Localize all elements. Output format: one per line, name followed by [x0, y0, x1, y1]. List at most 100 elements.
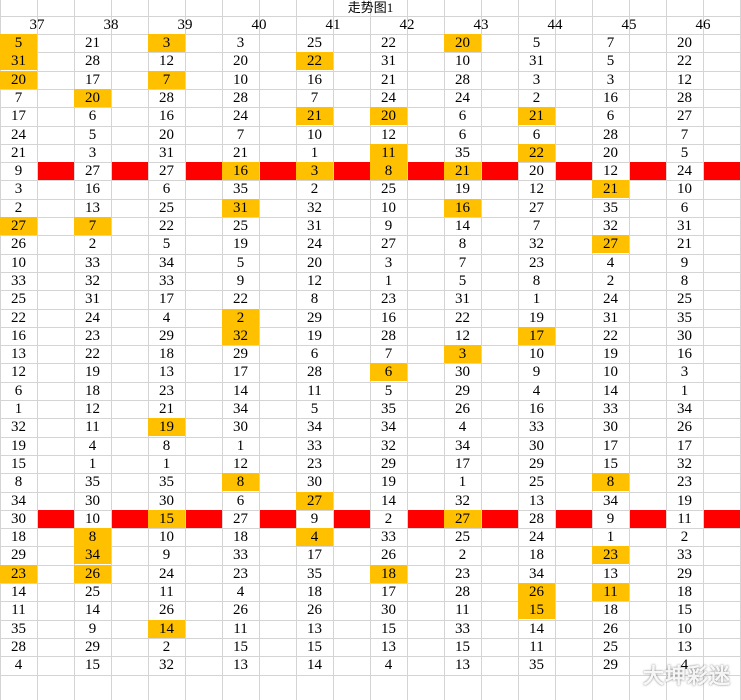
- number-cell: 17: [307, 547, 322, 564]
- number-cell: 35: [603, 199, 618, 216]
- number-cell: 18: [529, 547, 544, 564]
- number-cell: 13: [529, 492, 544, 509]
- grid-line-vertical: [37, 0, 38, 700]
- number-cell: 25: [603, 638, 618, 655]
- highlighted-number-cell: 7: [148, 70, 185, 89]
- number-cell: 9: [384, 218, 393, 234]
- number-cell: 15: [85, 657, 100, 674]
- number-cell: 15: [455, 638, 470, 655]
- highlighted-number-cell: 2: [222, 308, 259, 327]
- number-cell: 28: [677, 89, 692, 106]
- number-cell: 34: [159, 254, 174, 271]
- column-header: 39: [177, 17, 193, 33]
- number-cell: 19: [307, 327, 322, 344]
- number-cell: 30: [85, 492, 100, 509]
- separator-marker: [38, 162, 74, 181]
- number-cell: 34: [307, 419, 322, 436]
- number-cell: 13: [307, 620, 322, 637]
- number-cell: 6: [458, 108, 467, 125]
- highlighted-number-cell: 15: [518, 601, 555, 620]
- number-cell: 9: [162, 547, 171, 564]
- highlighted-number-cell: 3: [444, 345, 481, 364]
- highlighted-number-cell: 16: [222, 162, 259, 181]
- number-cell: 29: [529, 455, 544, 472]
- number-cell: 15: [603, 455, 618, 472]
- number-cell: 1: [384, 272, 393, 289]
- separator-marker: [334, 509, 370, 528]
- number-cell: 28: [603, 126, 618, 143]
- number-cell: 5: [680, 144, 689, 161]
- number-cell: 34: [603, 492, 618, 509]
- number-cell: 33: [85, 254, 100, 271]
- number-cell: 11: [11, 602, 26, 619]
- grid-line-vertical: [259, 0, 260, 700]
- number-cell: 24: [159, 565, 174, 582]
- number-cell: 20: [159, 126, 174, 143]
- number-cell: 1: [458, 474, 467, 491]
- separator-marker: [556, 162, 592, 181]
- number-cell: 30: [603, 419, 618, 436]
- number-cell: 6: [310, 346, 319, 363]
- number-cell: 23: [381, 291, 396, 308]
- number-cell: 24: [381, 89, 396, 106]
- number-cell: 24: [233, 108, 248, 125]
- grid-line-vertical: [370, 0, 371, 700]
- number-cell: 3: [384, 254, 393, 271]
- number-cell: 22: [677, 53, 692, 70]
- column-header: 38: [103, 17, 119, 33]
- number-cell: 9: [680, 254, 689, 271]
- highlighted-number-cell: 8: [222, 473, 259, 492]
- grid-line-vertical: [296, 0, 297, 700]
- highlighted-number-cell: 26: [518, 583, 555, 601]
- highlighted-number-cell: 5: [0, 34, 37, 52]
- number-cell: 25: [85, 584, 100, 600]
- number-cell: 28: [159, 89, 174, 106]
- number-cell: 4: [606, 254, 615, 271]
- number-cell: 13: [85, 199, 100, 216]
- number-cell: 10: [233, 71, 248, 88]
- number-cell: 10: [455, 53, 470, 70]
- number-cell: 31: [529, 53, 544, 70]
- separator-marker: [38, 509, 74, 528]
- number-cell: 13: [603, 565, 618, 582]
- column-header: 45: [621, 17, 637, 33]
- number-cell: 5: [162, 236, 171, 253]
- highlighted-number-cell: 22: [518, 143, 555, 162]
- number-cell: 27: [233, 510, 248, 527]
- number-cell: 9: [236, 272, 245, 289]
- number-cell: 22: [159, 218, 174, 234]
- highlighted-number-cell: 20: [0, 70, 37, 89]
- highlighted-number-cell: 21: [444, 162, 481, 181]
- number-cell: 19: [381, 474, 396, 491]
- number-cell: 24: [85, 309, 100, 326]
- number-cell: 19: [603, 346, 618, 363]
- number-cell: 11: [307, 382, 322, 399]
- number-cell: 2: [606, 272, 615, 289]
- number-cell: 7: [384, 346, 393, 363]
- number-cell: 3: [236, 35, 245, 51]
- number-cell: 16: [529, 401, 544, 417]
- number-cell: 12: [233, 455, 248, 472]
- number-cell: 12: [159, 53, 174, 70]
- number-cell: 32: [159, 657, 174, 674]
- number-cell: 1: [680, 382, 689, 399]
- highlighted-number-cell: 22: [296, 52, 333, 71]
- number-cell: 27: [529, 199, 544, 216]
- number-cell: 22: [233, 291, 248, 308]
- number-cell: 12: [529, 181, 544, 198]
- number-cell: 14: [455, 218, 470, 234]
- number-cell: 18: [11, 529, 26, 546]
- highlighted-number-cell: 27: [592, 235, 629, 254]
- number-cell: 15: [233, 638, 248, 655]
- separator-marker: [186, 509, 222, 528]
- number-cell: 7: [606, 35, 615, 51]
- highlighted-number-cell: 4: [296, 528, 333, 547]
- number-cell: 33: [11, 272, 26, 289]
- number-cell: 24: [529, 529, 544, 546]
- number-cell: 12: [381, 126, 396, 143]
- number-cell: 15: [11, 455, 26, 472]
- number-cell: 17: [381, 584, 396, 600]
- number-cell: 28: [455, 71, 470, 88]
- number-cell: 7: [532, 218, 541, 234]
- number-cell: 31: [677, 218, 692, 234]
